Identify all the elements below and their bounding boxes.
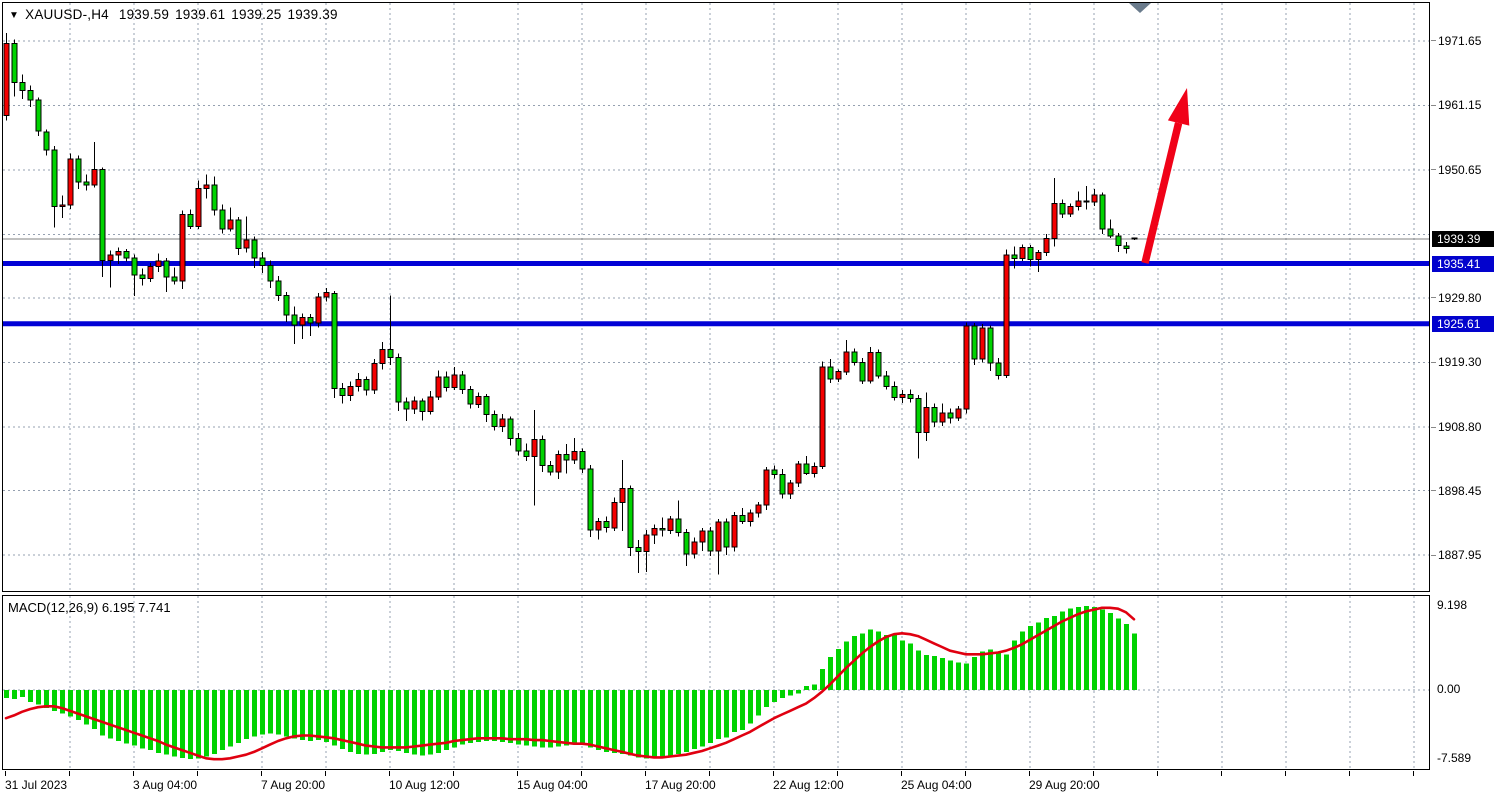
time-axis[interactable]: 31 Jul 2023 3 Aug 04:00 7 Aug 20:00 10 Aug …	[0, 771, 1431, 801]
time-label: 31 Jul 2023	[5, 778, 68, 792]
scroll-to-end-triangle-icon[interactable]	[1129, 3, 1151, 13]
close-value: 1939.39	[287, 7, 338, 22]
macd-axis-label: 9.198	[1437, 598, 1468, 612]
price-axis[interactable]: 1971.65 1961.15 1950.65 1939.39 1935.41 1929.…	[1431, 0, 1504, 801]
time-tick	[581, 771, 582, 776]
trend-arrow[interactable]	[1141, 88, 1190, 264]
symbol-triangle-down-icon: ▼	[9, 10, 20, 21]
price-label: 1950.65	[1438, 163, 1482, 177]
price-tick	[1431, 362, 1436, 363]
price-label: 1919.30	[1438, 355, 1482, 369]
macd-indicator-label: MACD(12,26,9) 6.195 7.741	[8, 600, 171, 615]
time-tick	[645, 771, 646, 776]
price-label: 1887.95	[1438, 548, 1482, 562]
time-tick	[261, 771, 262, 776]
price-label: 1908.80	[1438, 420, 1482, 434]
price-tick	[1431, 40, 1436, 41]
price-chart-panel[interactable]	[2, 2, 1430, 592]
support-level-lines[interactable]	[3, 261, 1429, 327]
time-label: 22 Aug 12:00	[773, 778, 844, 792]
time-label: 15 Aug 04:00	[517, 778, 588, 792]
time-tick	[5, 771, 6, 776]
time-tick	[325, 771, 326, 776]
macd-chart	[3, 596, 1429, 769]
candlestick-chart	[3, 3, 1429, 591]
time-tick	[1029, 771, 1030, 776]
time-tick	[1349, 771, 1350, 776]
macd-signal-line	[4, 606, 1136, 761]
time-tick	[1413, 771, 1414, 776]
chart-ohlc-readout: ▼ XAUUSD-,H4 1939.59 1939.61 1939.25 1939.39	[9, 7, 344, 22]
price-label: 1898.45	[1438, 484, 1482, 498]
time-label: 7 Aug 20:00	[261, 778, 326, 792]
time-label: 25 Aug 04:00	[901, 778, 972, 792]
price-label: 1961.15	[1438, 98, 1482, 112]
time-tick	[133, 771, 134, 776]
time-tick	[1093, 771, 1094, 776]
macd-axis-label: -7.589	[1437, 751, 1472, 765]
time-tick	[709, 771, 710, 776]
time-tick	[1221, 771, 1222, 776]
time-label: 10 Aug 12:00	[389, 778, 460, 792]
level-price-badge: 1935.41	[1432, 256, 1494, 272]
time-tick	[1285, 771, 1286, 776]
time-tick	[965, 771, 966, 776]
grid	[3, 3, 1429, 591]
macd-histogram	[4, 606, 1137, 760]
time-tick	[901, 771, 902, 776]
price-label: 1971.65	[1438, 34, 1482, 48]
time-tick	[69, 771, 70, 776]
time-tick	[837, 771, 838, 776]
time-tick	[1157, 771, 1158, 776]
time-tick	[197, 771, 198, 776]
price-label: 1929.80	[1438, 291, 1482, 305]
level-price-badge: 1925.61	[1432, 316, 1494, 332]
macd-axis-label: 0.00	[1437, 682, 1461, 696]
time-tick	[389, 771, 390, 776]
time-label: 29 Aug 20:00	[1029, 778, 1100, 792]
price-tick	[1431, 427, 1436, 428]
price-tick	[1431, 297, 1436, 298]
time-label: 3 Aug 04:00	[133, 778, 198, 792]
macd-indicator-panel[interactable]	[2, 595, 1430, 770]
high-value: 1939.61	[175, 7, 226, 22]
current-price-badge: 1939.39	[1432, 231, 1494, 247]
time-label: 17 Aug 20:00	[645, 778, 716, 792]
candles-layer	[3, 33, 1138, 575]
time-tick	[517, 771, 518, 776]
open-value: 1939.59	[118, 7, 170, 22]
time-tick	[453, 771, 454, 776]
price-tick	[1431, 105, 1436, 106]
price-tick	[1431, 169, 1436, 170]
price-tick	[1431, 490, 1436, 491]
time-tick	[773, 771, 774, 776]
price-tick	[1431, 555, 1436, 556]
low-value: 1939.25	[231, 7, 282, 22]
symbol-period-label: XAUUSD-,H4	[25, 7, 109, 22]
